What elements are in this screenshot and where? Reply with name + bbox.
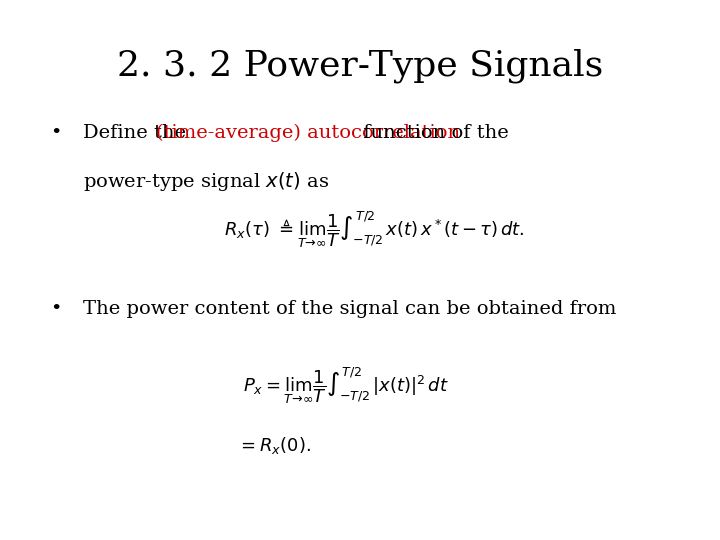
Text: power-type signal $x(t)$ as: power-type signal $x(t)$ as	[83, 170, 329, 193]
Text: $= R_x(0).$: $= R_x(0).$	[237, 435, 310, 456]
Text: •: •	[50, 300, 62, 318]
Text: The power content of the signal can be obtained from: The power content of the signal can be o…	[83, 300, 616, 318]
Text: •: •	[50, 124, 62, 142]
Text: $R_x(\tau)\ \triangleq \lim_{T\to\infty}\dfrac{1}{T}\int_{-T/2}^{T/2} x(t)\, x^*: $R_x(\tau)\ \triangleq \lim_{T\to\infty}…	[224, 209, 525, 250]
Text: (time-average) autocorrelation: (time-average) autocorrelation	[156, 124, 461, 143]
Text: 2. 3. 2 Power-Type Signals: 2. 3. 2 Power-Type Signals	[117, 49, 603, 83]
Text: Define the: Define the	[83, 124, 192, 142]
Text: function of the: function of the	[357, 124, 509, 142]
Text: $P_x = \lim_{T\to\infty}\dfrac{1}{T}\int_{-T/2}^{T/2}|x(t)|^2\,dt$: $P_x = \lim_{T\to\infty}\dfrac{1}{T}\int…	[243, 366, 449, 407]
